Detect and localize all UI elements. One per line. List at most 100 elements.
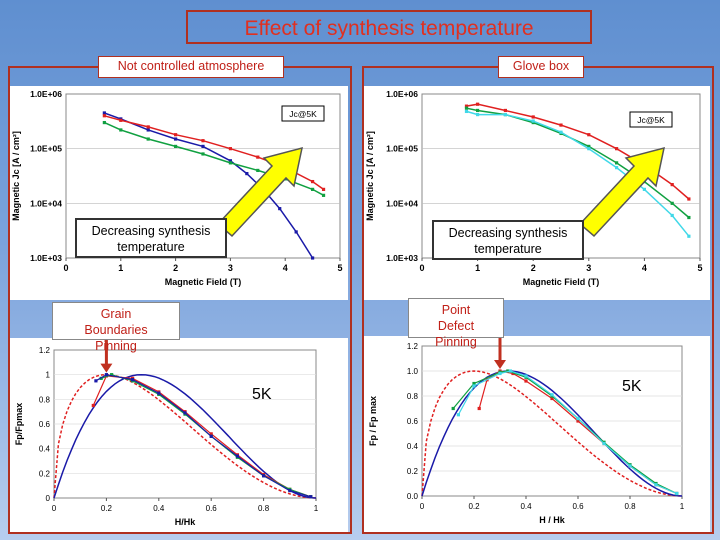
- y-tick-label: 1.0E+05: [30, 144, 62, 154]
- panel-right-tag: Glove box: [498, 56, 584, 78]
- series-4-point: [288, 489, 292, 493]
- arrow-left-shape: [216, 146, 303, 238]
- series-2-point: [201, 152, 205, 156]
- y-tick-label: 1.0E+05: [386, 144, 418, 154]
- x-tick-label: 0.2: [101, 504, 113, 513]
- series-2-point: [587, 147, 591, 151]
- series-1-point: [201, 139, 205, 143]
- series-2-point: [524, 379, 528, 383]
- x-tick-label: 2: [173, 263, 178, 273]
- series-4-point: [550, 393, 554, 397]
- series-4-point: [628, 464, 632, 468]
- y-tick-label: 0.6: [39, 420, 51, 429]
- series-4-point: [235, 454, 239, 458]
- series-2-point: [174, 144, 178, 149]
- arrow-left-graphic: [216, 146, 303, 238]
- x-axis-label: H/Hk: [175, 517, 196, 527]
- series-2-line: [104, 121, 324, 196]
- y-tick-label: 0.8: [407, 392, 419, 401]
- series-0-point: [245, 171, 249, 176]
- series-1-point: [615, 161, 619, 165]
- grain-boundaries-note: Grain Boundaries Pinning: [52, 302, 180, 353]
- arrow-right-caption: Decreasing synthesis temperature: [432, 220, 584, 260]
- x-tick-label: 3: [586, 263, 591, 273]
- arrow-right-graphic: [578, 146, 665, 238]
- y-axis-label: Fp / Fp max: [368, 396, 378, 446]
- series-3-point: [110, 373, 114, 377]
- series-4-point: [602, 441, 606, 446]
- series-0-point: [278, 207, 282, 211]
- panel-left-tag: Not controlled atmosphere: [98, 56, 284, 78]
- series-0-point: [559, 123, 563, 127]
- series-0-point: [531, 115, 535, 119]
- series-1-point: [587, 144, 591, 149]
- series-1-point: [321, 187, 326, 191]
- x-axis-label: Magnetic Field (T): [165, 277, 242, 287]
- series-0-point: [146, 128, 150, 132]
- series-4-point: [654, 483, 658, 487]
- series-4-point: [209, 434, 213, 438]
- x-tick-label: 4: [642, 263, 647, 273]
- series-4-point: [104, 373, 108, 377]
- series-0-point: [464, 104, 469, 108]
- series-0-point: [102, 111, 106, 115]
- series-4-point: [456, 413, 460, 417]
- series-1-point: [102, 114, 106, 118]
- jc-chart-right: 1.0E+03 1.0E+04 1.0E+05 1.0E+06 0 1 2 3 4 5 Magnet…: [364, 86, 710, 300]
- series-2-line: [466, 110, 690, 237]
- y-tick-label: 1.2: [407, 342, 419, 351]
- series-0-point: [587, 133, 591, 137]
- series-3-point: [451, 406, 455, 411]
- x-tick-label: 0.4: [520, 502, 532, 511]
- temp-label-right: 5K: [622, 378, 642, 395]
- x-tick-label: 1: [680, 502, 685, 511]
- series-2-point: [228, 161, 232, 165]
- y-tick-label: 1.0E+06: [30, 89, 62, 99]
- series-2-point: [256, 168, 260, 173]
- x-tick-label: 0.8: [624, 502, 636, 511]
- series-2-point: [477, 406, 481, 411]
- series-1-line: [421, 370, 683, 497]
- series-2-point: [209, 432, 213, 436]
- series-0-point: [503, 108, 507, 113]
- x-tick-label: 0: [420, 502, 425, 511]
- series-2-point: [476, 112, 480, 117]
- y-tick-label: 0.2: [407, 467, 419, 476]
- x-tick-label: 0: [52, 504, 57, 513]
- series-4-point: [94, 379, 98, 383]
- legend-text: Jc@5K: [637, 115, 665, 125]
- series-4-point: [576, 416, 580, 421]
- series-1-line: [53, 373, 317, 499]
- arrow-right-shape: [578, 146, 665, 238]
- series-0-point: [174, 137, 178, 141]
- series-0-line: [53, 373, 317, 499]
- pinning-arrow-head: [494, 360, 506, 369]
- legend-box: [629, 111, 673, 128]
- y-tick-label: 1.2: [39, 346, 51, 355]
- series-0-point: [294, 230, 298, 234]
- series-3-point: [472, 381, 476, 386]
- y-tick-label: 0.8: [39, 395, 51, 404]
- arrow-left-caption: Decreasing synthesis temperature: [75, 218, 227, 258]
- series-4-point: [675, 491, 679, 496]
- series-1-point: [670, 201, 674, 205]
- series-2-point: [642, 187, 646, 191]
- x-tick-label: 2: [531, 263, 536, 273]
- x-tick-label: 0.6: [572, 502, 584, 511]
- series-0-point: [687, 197, 691, 201]
- x-tick-label: 1: [314, 504, 319, 513]
- x-tick-label: 5: [337, 263, 342, 273]
- series-0-point: [201, 144, 205, 149]
- series-2-point: [464, 109, 469, 114]
- x-tick-label: 0.8: [258, 504, 270, 513]
- series-2-point: [687, 234, 691, 238]
- jc-chart-left: 1.0E+03 1.0E+04 1.0E+05 1.0E+06 0 1 2 3 4 5 Magnet…: [10, 86, 348, 300]
- temp-label-left: 5K: [252, 386, 272, 403]
- series-1-point: [119, 118, 123, 122]
- series-2-point: [119, 128, 123, 132]
- series-1-point: [687, 215, 691, 220]
- series-2-point: [311, 187, 315, 191]
- series-2-point: [615, 166, 619, 170]
- series-0-point: [476, 102, 480, 106]
- series-1-point: [256, 155, 260, 159]
